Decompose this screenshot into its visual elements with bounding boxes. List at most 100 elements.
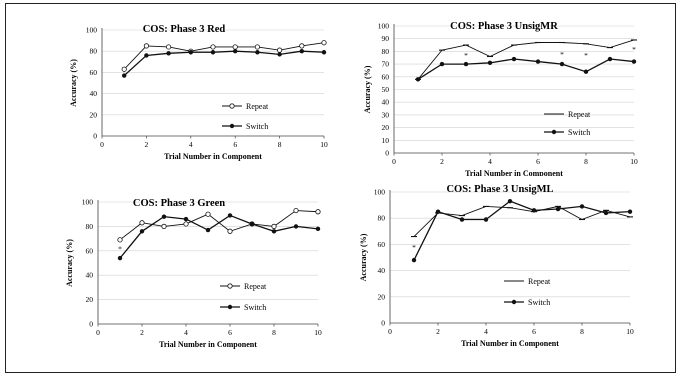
data-point	[144, 53, 149, 58]
chart-panel-unsigml: 0 20 40 60 80 100 0 2 4 6 8 10 COS: Phase 3 UnsigML T…	[344, 178, 674, 354]
data-point	[139, 220, 145, 226]
y-axis-label: Accuracy (%)	[69, 59, 78, 107]
legend-label-repeat: Repeat	[528, 277, 551, 286]
series-line-switch	[123, 50, 325, 77]
data-point	[511, 56, 517, 62]
x-tick-label: 6	[233, 140, 237, 149]
data-point	[249, 221, 255, 227]
data-point	[210, 50, 216, 55]
data-point	[227, 228, 233, 234]
x-tick-label: 10	[630, 157, 638, 166]
data-point	[459, 217, 465, 222]
significance-marker: *	[632, 45, 636, 54]
legend-marker	[551, 129, 557, 135]
data-point	[315, 226, 321, 232]
data-point	[166, 44, 172, 50]
chart-svg: 0 20 40 60 80 100 0 2 4 6 8 10 COS: Phase 3 Green Tri…	[65, 198, 322, 350]
data-point	[277, 52, 282, 57]
data-point	[583, 69, 589, 74]
data-point	[299, 43, 305, 49]
x-tick-label: 6	[532, 327, 536, 336]
legend-label-repeat: Repeat	[244, 282, 267, 291]
data-point	[210, 44, 216, 50]
y-tick-label: 70	[382, 60, 390, 69]
y-tick-label: 40	[86, 271, 94, 280]
y-tick-label: 40	[382, 98, 390, 107]
data-point	[463, 61, 469, 67]
data-point	[603, 210, 609, 216]
y-tick-label: 30	[382, 110, 390, 119]
data-point	[161, 214, 167, 219]
chart-title: COS: Phase 3 Red	[143, 24, 226, 35]
data-point	[271, 229, 277, 234]
y-tick-label: 100	[378, 22, 390, 31]
data-point	[139, 229, 145, 234]
data-point	[183, 216, 189, 222]
data-point	[555, 206, 561, 212]
data-point	[315, 209, 321, 215]
legend-label-repeat: Repeat	[246, 102, 269, 111]
data-point	[166, 51, 171, 56]
data-point	[121, 66, 127, 72]
data-point	[254, 44, 260, 50]
x-axis-label: Trial Number in Component	[461, 339, 559, 348]
y-tick-label: 100	[374, 188, 386, 197]
chart-panel-red: 0 20 40 60 80 100 0 2 4 6 8 10 COS: Phase 3 Red Trial…	[14, 10, 339, 178]
data-point	[627, 209, 633, 214]
data-point	[188, 50, 193, 55]
data-point	[233, 49, 238, 54]
data-point	[487, 60, 493, 66]
data-point	[117, 237, 123, 243]
significance-marker: *	[464, 51, 468, 60]
significance-marker: *	[584, 51, 588, 60]
legend-label-switch: Switch	[246, 122, 268, 131]
series-line-switch	[119, 214, 319, 259]
x-tick-label: 4	[488, 157, 492, 166]
figure-frame: 0 20 40 60 80 100 0 2 4 6 8 10 COS: Phase 3 Red Trial…	[5, 3, 676, 373]
x-tick-label: 4	[184, 328, 188, 337]
x-tick-label: 2	[140, 328, 144, 337]
y-tick-label: 100	[82, 198, 94, 207]
data-point	[411, 257, 417, 263]
data-point	[559, 61, 565, 67]
y-tick-label: 20	[378, 292, 386, 301]
data-point	[122, 73, 127, 78]
y-tick-label: 90	[382, 34, 390, 43]
data-point	[205, 227, 211, 233]
data-point	[293, 207, 299, 214]
series-line-switch	[413, 200, 631, 261]
data-point	[631, 59, 637, 64]
data-point	[607, 56, 613, 62]
data-point	[232, 44, 238, 50]
series-line-repeat	[119, 210, 319, 241]
y-tick-label: 60	[90, 68, 98, 77]
x-tick-label: 10	[314, 328, 322, 337]
data-point	[321, 50, 327, 55]
y-axis-label: Accuracy (%)	[363, 65, 372, 113]
x-tick-label: 4	[484, 327, 488, 336]
data-point	[293, 224, 299, 229]
y-tick-label: 0	[385, 149, 389, 158]
chart-svg: 0 20 40 60 80 100 0 2 4 6 8 10 COS: Phase 3 Red Trial…	[69, 24, 328, 161]
y-tick-label: 40	[90, 89, 98, 98]
legend-marker	[229, 123, 235, 129]
y-axis-label: Accuracy (%)	[65, 239, 74, 287]
y-tick-label: 80	[90, 47, 98, 56]
x-axis-label: Trial Number in Component	[159, 340, 257, 349]
legend-label-repeat: Repeat	[568, 110, 591, 119]
y-axis-label: Accuracy (%)	[359, 233, 368, 281]
data-point	[439, 61, 445, 67]
y-tick-label: 100	[86, 26, 98, 35]
data-point	[117, 255, 123, 261]
x-axis-label: Trial Number in Component	[164, 152, 262, 161]
legend-label-switch: Switch	[568, 128, 590, 137]
data-point	[255, 50, 260, 55]
data-point	[227, 213, 233, 218]
chart-svg: 0 20 40 60 80 100 0 2 4 6 8 10 COS: Phase 3 UnsigML T…	[359, 184, 634, 348]
x-tick-label: 0	[388, 327, 392, 336]
chart-svg: 0 10 20 30 40 50 60 70 80 90 100 0 2 4 6 8 10 COS: Phase …	[363, 21, 638, 176]
data-point	[415, 77, 421, 82]
legend-label-switch: Switch	[528, 298, 550, 307]
significance-marker: *	[412, 243, 416, 252]
x-tick-label: 8	[278, 140, 282, 149]
